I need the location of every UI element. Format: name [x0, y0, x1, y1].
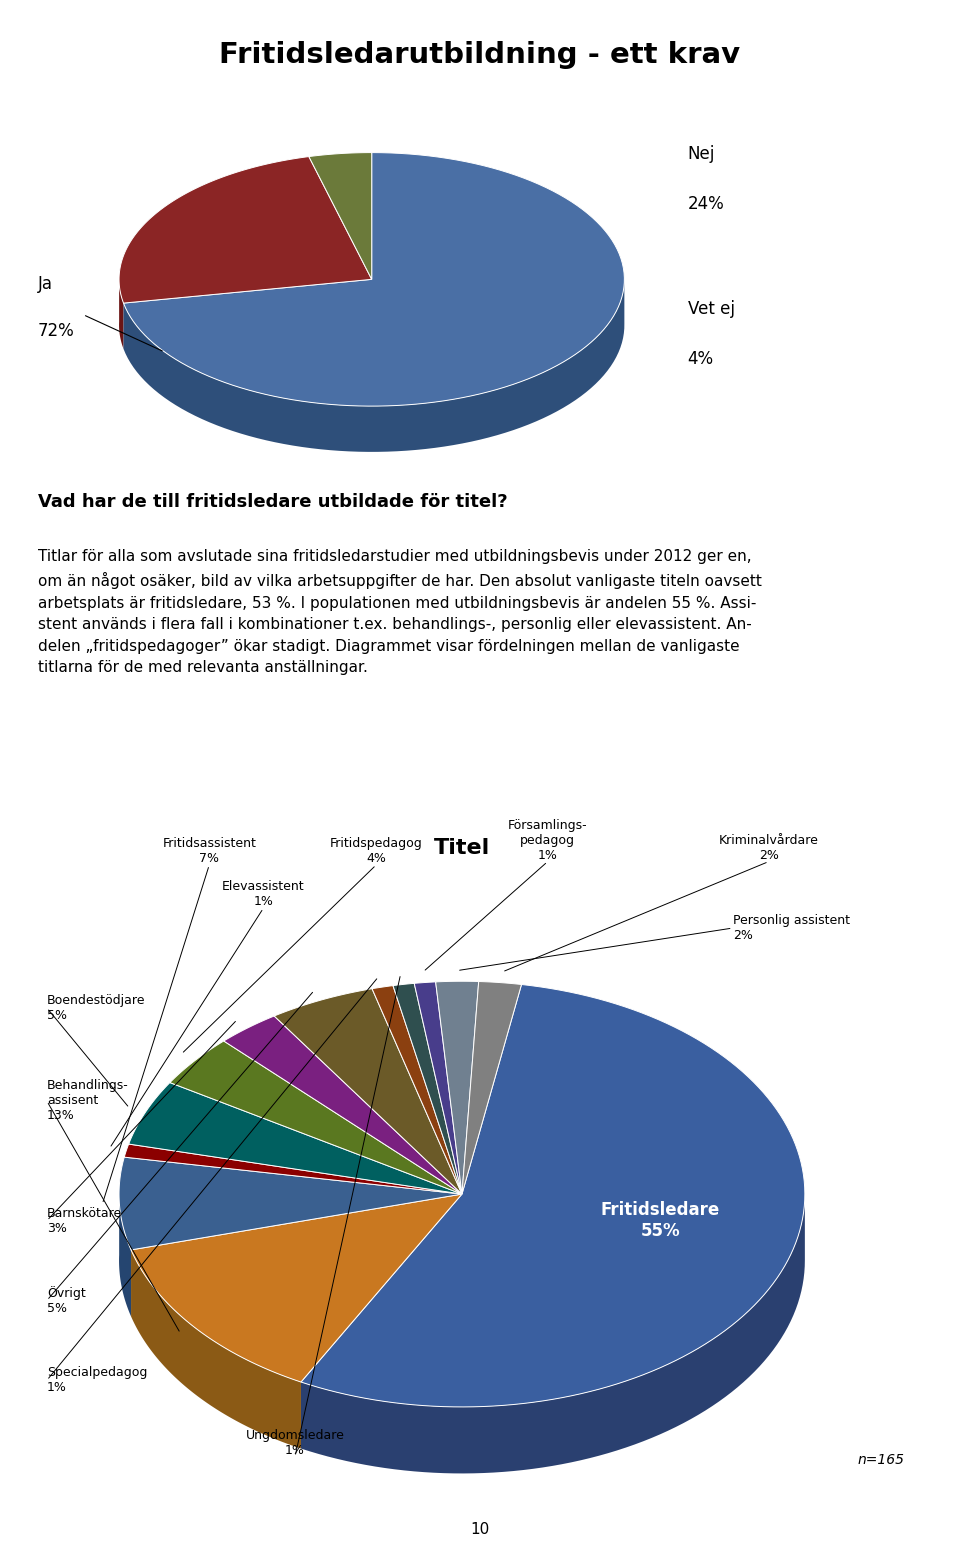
Polygon shape — [131, 1250, 301, 1449]
Polygon shape — [462, 981, 521, 1194]
Text: 10: 10 — [470, 1523, 490, 1537]
Polygon shape — [119, 275, 124, 349]
Text: 72%: 72% — [37, 322, 75, 340]
Text: 4%: 4% — [687, 349, 713, 368]
Text: Övrigt
5%: Övrigt 5% — [47, 1286, 85, 1315]
Text: Elevassistent
1%: Elevassistent 1% — [222, 880, 304, 908]
Text: Barnskötare
3%: Barnskötare 3% — [47, 1207, 122, 1235]
Polygon shape — [131, 1194, 462, 1382]
Polygon shape — [301, 1194, 804, 1473]
Polygon shape — [393, 983, 462, 1194]
Text: Fritidsledarutbildning - ett krav: Fritidsledarutbildning - ett krav — [220, 41, 740, 69]
Text: Nej: Nej — [687, 146, 715, 163]
FancyBboxPatch shape — [19, 811, 941, 1498]
Text: Kriminalvårdare
2%: Kriminalvårdare 2% — [719, 834, 819, 861]
FancyBboxPatch shape — [19, 108, 941, 479]
Polygon shape — [129, 1083, 462, 1194]
Text: Behandlings-
assisent
13%: Behandlings- assisent 13% — [47, 1080, 129, 1122]
Text: Boendestödjare
5%: Boendestödjare 5% — [47, 994, 145, 1022]
Text: Specialpedagog
1%: Specialpedagog 1% — [47, 1366, 147, 1394]
Text: Ungdomsledare
1%: Ungdomsledare 1% — [246, 1429, 345, 1457]
Polygon shape — [119, 1157, 462, 1250]
Text: Fritidsledare
55%: Fritidsledare 55% — [601, 1202, 720, 1239]
Polygon shape — [124, 279, 624, 452]
Polygon shape — [372, 986, 462, 1194]
Text: Vad har de till fritidsledare utbildade för titel?: Vad har de till fritidsledare utbildade … — [38, 493, 508, 512]
Polygon shape — [309, 153, 372, 279]
Text: Ja: Ja — [37, 275, 53, 294]
Text: Titel: Titel — [434, 839, 490, 858]
Text: Titlar för alla som avslutade sina fritidsledarstudier med utbildningsbevis unde: Titlar för alla som avslutade sina friti… — [38, 549, 762, 676]
Polygon shape — [124, 153, 624, 405]
Text: Vet ej: Vet ej — [687, 300, 734, 318]
Polygon shape — [119, 1188, 131, 1316]
Polygon shape — [436, 981, 479, 1194]
Text: n=165: n=165 — [857, 1452, 904, 1466]
Polygon shape — [414, 981, 462, 1194]
Text: Fritidsassistent
7%: Fritidsassistent 7% — [162, 837, 256, 865]
Text: Församlings-
pedagog
1%: Församlings- pedagog 1% — [508, 818, 588, 861]
Polygon shape — [275, 989, 462, 1194]
Polygon shape — [119, 156, 372, 304]
Text: 24%: 24% — [687, 194, 724, 213]
Polygon shape — [301, 984, 804, 1407]
Text: Personlig assistent
2%: Personlig assistent 2% — [732, 914, 850, 942]
Polygon shape — [124, 1144, 462, 1194]
Polygon shape — [224, 1016, 462, 1194]
Text: Fritidspedagog
4%: Fritidspedagog 4% — [330, 837, 422, 865]
Polygon shape — [170, 1041, 462, 1194]
